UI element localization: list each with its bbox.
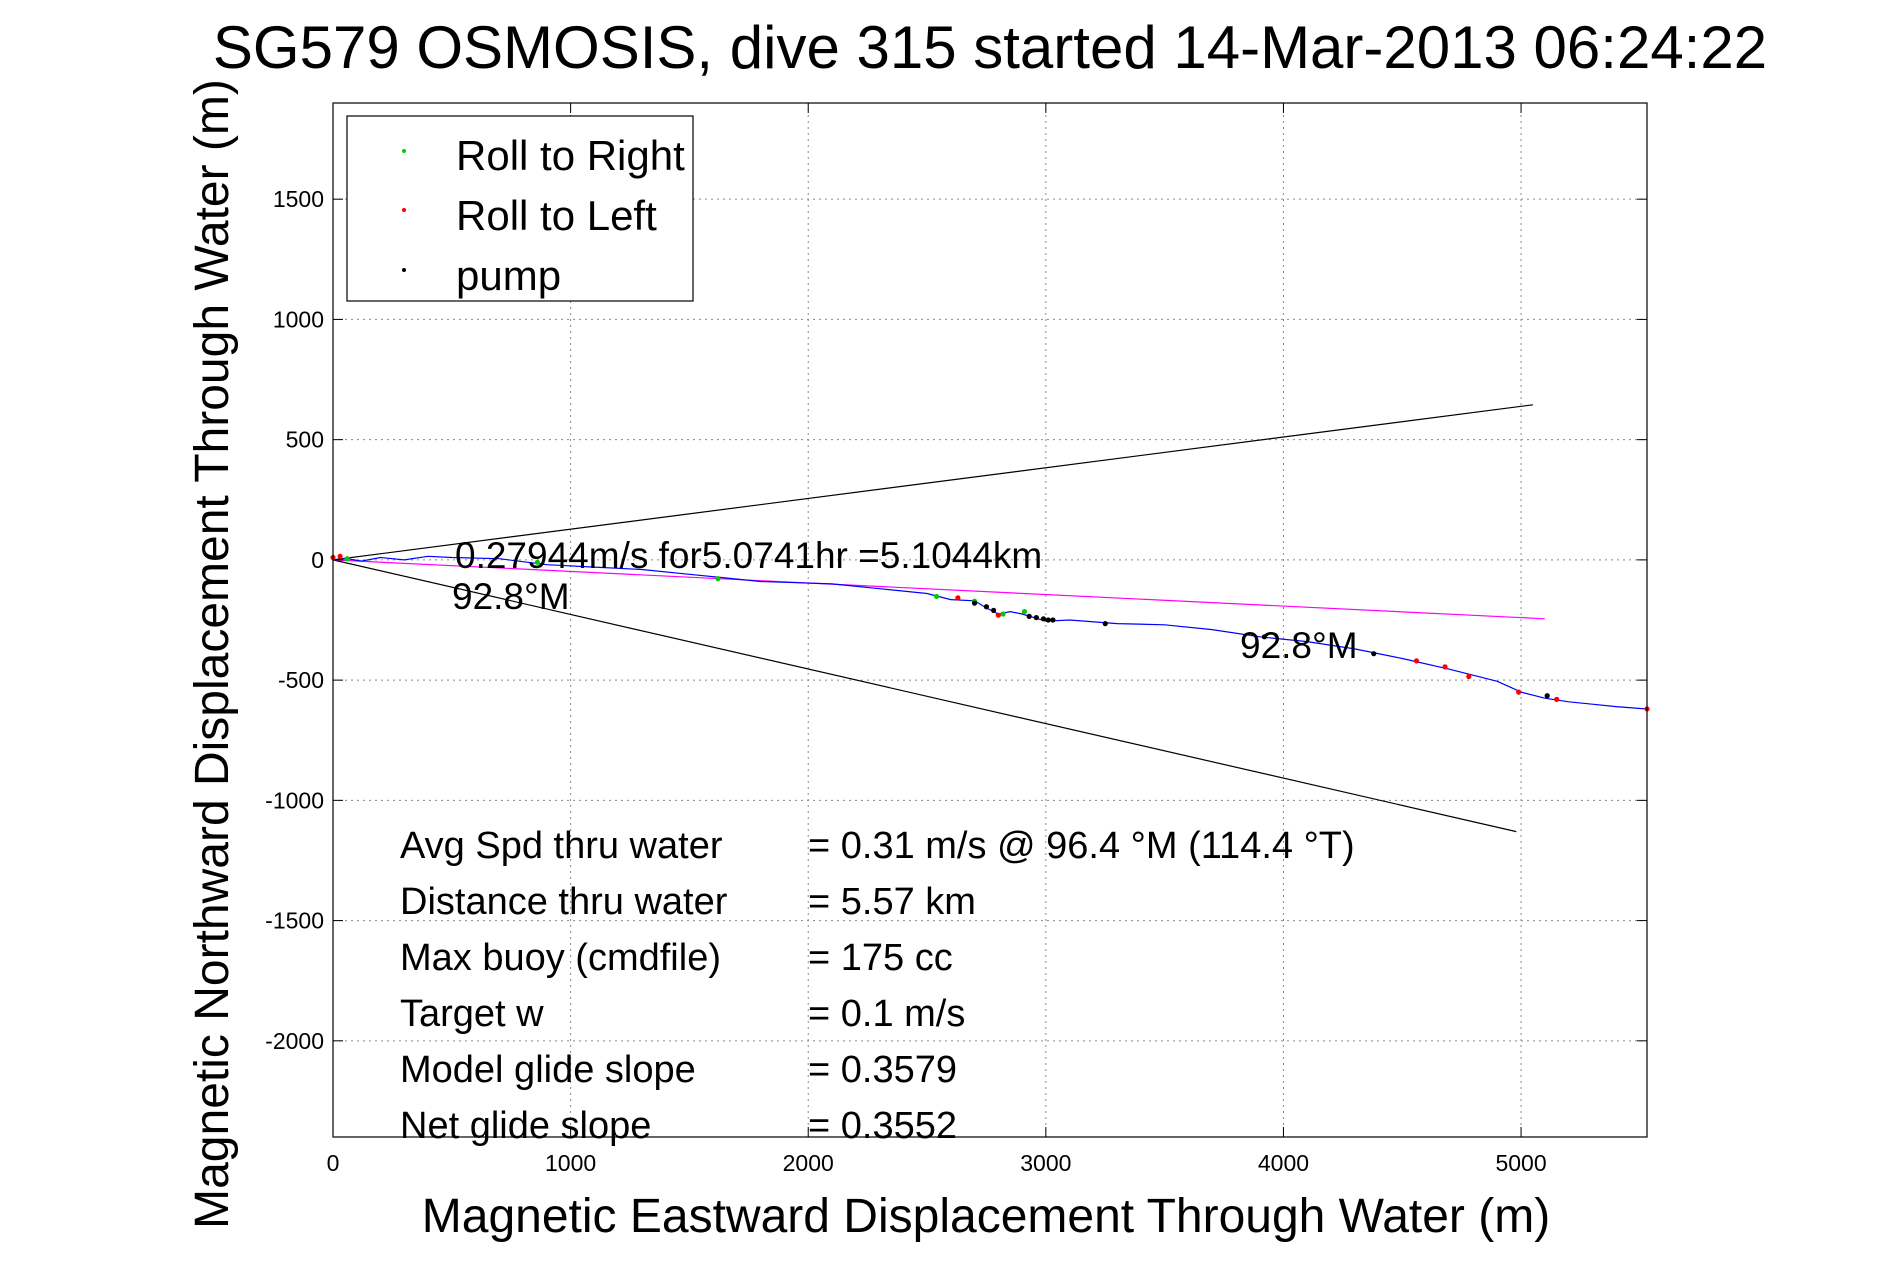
- speed-annotation: 0.27944m/s for5.0741hr =5.1044km: [455, 535, 1042, 576]
- x-tick-label: 0: [327, 1150, 340, 1176]
- x-tick-label: 4000: [1258, 1150, 1309, 1176]
- roll-left-point: [337, 553, 343, 559]
- y-tick-label: -1000: [265, 787, 324, 813]
- y-tick-label: -1500: [265, 908, 324, 934]
- roll-right-point: [715, 576, 721, 582]
- x-tick-label: 2000: [783, 1150, 834, 1176]
- stat-value-distance: = 5.57 km: [808, 881, 976, 923]
- pump-point: [983, 604, 990, 610]
- y-axis-label: Magnetic Northward Displacement Through …: [186, 79, 239, 1229]
- stat-value-model-glide: = 0.3579: [808, 1049, 957, 1091]
- roll-left-point: [1413, 658, 1420, 664]
- stat-label-target-w: Target w: [400, 993, 544, 1035]
- event-markers: [330, 553, 1650, 712]
- roll-left-point: [1466, 673, 1472, 680]
- legend-marker-roll-left: [402, 208, 406, 212]
- y-tick-label: 1000: [273, 306, 324, 332]
- stat-label-avg-speed: Avg Spd thru water: [400, 825, 723, 867]
- legend: Roll to Right Roll to Left pump: [346, 115, 694, 302]
- axis-ticks: 0 1000 2000 3000 4000 5000150010005000-500-10…: [265, 103, 1647, 1176]
- roll-right-point: [933, 593, 940, 600]
- y-tick-label: -500: [278, 667, 324, 693]
- stat-label-model-glide: Model glide slope: [400, 1049, 696, 1091]
- legend-label-pump: pump: [456, 252, 561, 299]
- envelope-lower-line: [332, 559, 1517, 833]
- stat-value-avg-speed: = 0.31 m/s @ 96.4 °M (114.4 °T): [808, 825, 1355, 867]
- pump-point: [990, 607, 997, 613]
- pump-point: [1045, 617, 1051, 623]
- y-tick-label: -2000: [265, 1028, 324, 1054]
- pump-point: [1544, 693, 1550, 699]
- stat-value-net-glide: = 0.3552: [808, 1105, 957, 1147]
- stat-value-target-w: = 0.1 m/s: [808, 993, 965, 1035]
- roll-right-point: [1021, 608, 1028, 615]
- heading-annotation-start: 92.8°M: [452, 576, 570, 617]
- y-tick-label: 1500: [273, 186, 324, 212]
- stat-label-net-glide: Net glide slope: [400, 1105, 651, 1147]
- roll-right-point: [344, 556, 350, 562]
- pump-point: [1261, 634, 1268, 640]
- legend-label-roll-left: Roll to Left: [456, 192, 657, 239]
- roll-left-point: [1442, 664, 1448, 670]
- pump-point: [1033, 614, 1039, 621]
- stat-value-max-buoy: = 175 cc: [808, 937, 953, 979]
- pump-point: [1371, 651, 1377, 657]
- dive-statistics: Avg Spd thru water = 0.31 m/s @ 96.4 °M …: [400, 825, 1355, 1147]
- pump-point: [1040, 616, 1047, 622]
- stat-label-distance: Distance thru water: [400, 881, 728, 923]
- pump-point: [971, 600, 978, 606]
- chart-title: SG579 OSMOSIS, dive 315 started 14-Mar-2…: [213, 14, 1767, 81]
- roll-left-point: [1554, 696, 1560, 702]
- plot-frame: [332, 102, 1648, 1138]
- envelope-upper-line: [332, 404, 1534, 561]
- pump-point: [1026, 613, 1032, 619]
- legend-label-roll-right: Roll to Right: [456, 132, 685, 179]
- y-tick-label: 0: [311, 547, 324, 573]
- legend-marker-pump: [402, 268, 406, 272]
- x-axis-label: Magnetic Eastward Displacement Through W…: [422, 1190, 1550, 1243]
- roll-right-point: [1000, 611, 1006, 617]
- current-vector-line: [332, 559, 1545, 620]
- stat-label-max-buoy: Max buoy (cmdfile): [400, 937, 721, 979]
- roll-right-point: [534, 559, 540, 565]
- pump-point: [1050, 617, 1056, 623]
- x-tick-label: 3000: [1020, 1150, 1071, 1176]
- legend-marker-roll-right: [402, 149, 406, 153]
- annotations: 0.27944m/s for5.0741hr =5.1044km 92.8°M …: [452, 535, 1358, 666]
- roll-left-point: [1516, 689, 1522, 695]
- heading-annotation-end: 92.8°M: [1240, 625, 1358, 666]
- pump-point: [1102, 621, 1108, 627]
- x-tick-label: 5000: [1495, 1150, 1546, 1176]
- x-tick-label: 1000: [545, 1150, 596, 1176]
- y-tick-label: 500: [286, 427, 324, 453]
- roll-left-point: [955, 595, 961, 601]
- roll-left-point: [995, 612, 1001, 618]
- reference-lines: [332, 404, 1545, 833]
